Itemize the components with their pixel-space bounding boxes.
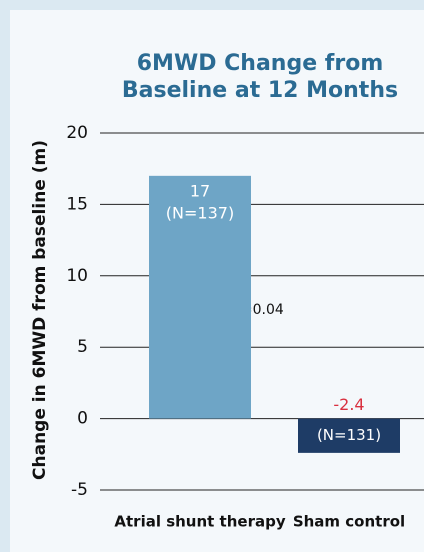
bar: [149, 175, 251, 419]
n-label: (N=137): [166, 203, 234, 222]
y-tick-label: -5: [71, 480, 88, 500]
y-tick-label: 5: [77, 337, 88, 357]
y-tick-label: 20: [66, 123, 88, 143]
y-axis-label: Change in 6MWD from baseline (m): [30, 140, 50, 480]
value-label: -2.4: [333, 395, 364, 414]
chart-title: 6MWD Change from Baseline at 12 Months: [121, 51, 399, 103]
x-tick-label: Sham control: [293, 513, 405, 531]
y-tick-label: 0: [77, 409, 88, 429]
n-label: (N=131): [317, 426, 381, 444]
bar: [298, 418, 400, 453]
x-tick-label: Atrial shunt therapy: [114, 513, 285, 531]
y-tick-label: 15: [66, 194, 88, 214]
y-tick-label: 10: [66, 266, 88, 286]
value-label: 17: [190, 181, 210, 200]
